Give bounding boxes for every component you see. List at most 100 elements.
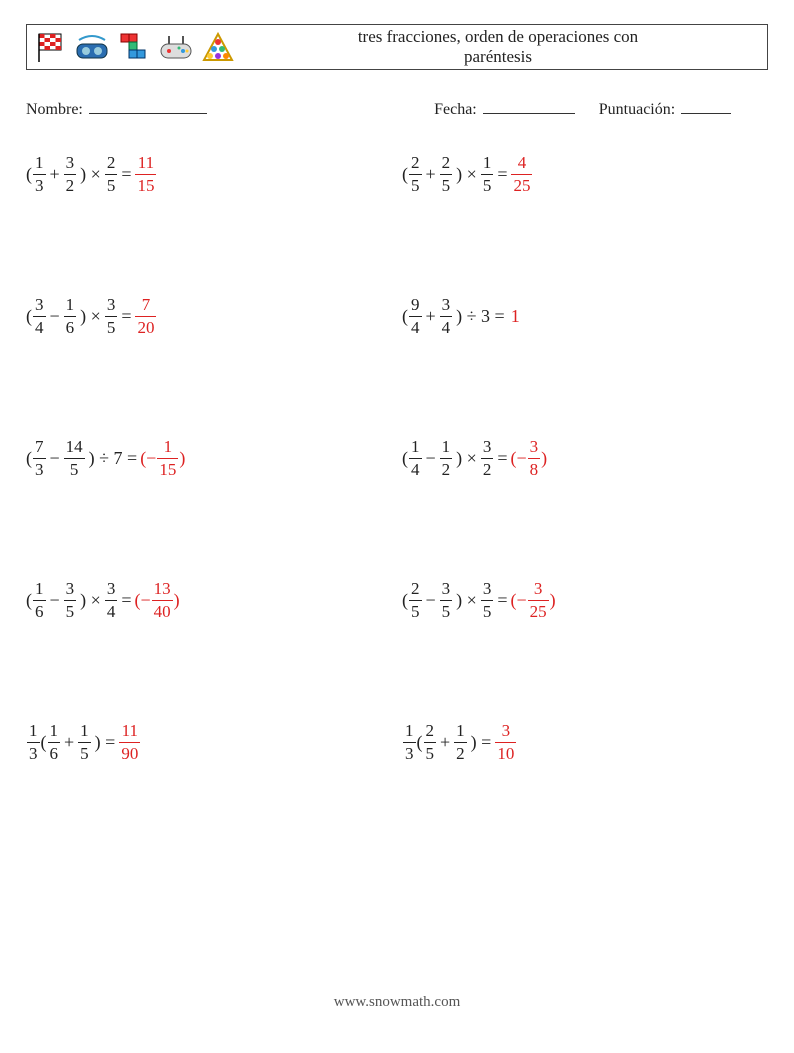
expression-text: (: [402, 591, 408, 609]
expression-text: ) ×: [80, 591, 101, 609]
numerator: 1: [409, 437, 422, 457]
expression-text: (: [26, 165, 32, 183]
denominator: 8: [528, 460, 541, 480]
fraction: 1115: [135, 153, 156, 195]
worksheet-title: tres fracciones, orden de operaciones co…: [235, 27, 761, 67]
denominator: 10: [495, 744, 516, 764]
date-field: Fecha:: [434, 98, 575, 119]
denominator: 5: [440, 176, 453, 196]
expression-text: −: [50, 591, 60, 609]
denominator: 2: [440, 460, 453, 480]
denominator: 3: [403, 744, 416, 764]
denominator: 5: [424, 744, 437, 764]
expression-text: (: [26, 449, 32, 467]
numerator: 9: [409, 295, 422, 315]
expression-text: (: [417, 733, 423, 751]
expression-text: (−: [510, 449, 526, 467]
fraction: 25: [440, 153, 453, 195]
numerator: 7: [140, 295, 153, 315]
date-blank[interactable]: [483, 98, 575, 114]
fraction: 25: [424, 721, 437, 763]
name-blank[interactable]: [89, 98, 207, 114]
expression-text: (: [26, 307, 32, 325]
problem: (25−35) ×35=(−325): [402, 579, 768, 621]
numerator: 3: [481, 437, 494, 457]
problem: (13+32) ×25=1115: [26, 153, 392, 195]
fraction: 325: [528, 579, 549, 621]
denominator: 3: [33, 460, 46, 480]
meta-row: Nombre: Fecha: Puntuación:: [26, 98, 768, 119]
numerator: 7: [33, 437, 46, 457]
score-label: Puntuación:: [599, 101, 675, 118]
fraction: 425: [511, 153, 532, 195]
denominator: 5: [481, 176, 494, 196]
expression-text: ) =: [471, 733, 492, 751]
denominator: 6: [48, 744, 61, 764]
expression-text: (−: [134, 591, 150, 609]
expression-text: ) ÷ 7 =: [89, 449, 138, 467]
numerator: 3: [64, 153, 77, 173]
numerator: 1: [162, 437, 175, 457]
numerator: 2: [105, 153, 118, 173]
denominator: 3: [33, 176, 46, 196]
denominator: 5: [78, 744, 91, 764]
fraction: 32: [481, 437, 494, 479]
numerator: 3: [532, 579, 545, 599]
denominator: 5: [105, 318, 118, 338]
expression-text: (: [402, 307, 408, 325]
numerator: 13: [152, 579, 173, 599]
fraction: 720: [135, 295, 156, 337]
fraction: 34: [440, 295, 453, 337]
denominator: 6: [33, 602, 46, 622]
fraction: 35: [440, 579, 453, 621]
billiards-icon: [201, 30, 235, 64]
score-blank[interactable]: [681, 98, 731, 114]
denominator: 4: [105, 602, 118, 622]
denominator: 20: [135, 318, 156, 338]
fraction: 94: [409, 295, 422, 337]
numerator: 3: [64, 579, 77, 599]
expression-text: −: [426, 449, 436, 467]
expression-text: (−: [510, 591, 526, 609]
fraction: 32: [64, 153, 77, 195]
numerator: 1: [454, 721, 467, 741]
numerator: 1: [27, 721, 40, 741]
expression-text: =: [497, 591, 507, 609]
numerator: 1: [33, 153, 46, 173]
expression-text: ) ×: [80, 165, 101, 183]
name-label: Nombre:: [26, 101, 83, 118]
numerator: 3: [528, 437, 541, 457]
fraction: 14: [409, 437, 422, 479]
denominator: 5: [409, 176, 422, 196]
numerator: 11: [136, 153, 156, 173]
expression-text: −: [426, 591, 436, 609]
gamepad-icon: [157, 30, 195, 64]
title-line-1: tres fracciones, orden de operaciones co…: [358, 27, 638, 46]
expression-text: =: [121, 165, 131, 183]
numerator: 11: [120, 721, 140, 741]
tetris-icon: [117, 30, 151, 64]
expression-text: =: [497, 165, 507, 183]
expression-text: (: [402, 165, 408, 183]
fraction: 1190: [119, 721, 140, 763]
vr-headset-icon: [73, 30, 111, 64]
denominator: 4: [409, 460, 422, 480]
expression-text: ): [550, 591, 556, 609]
expression-text: ) ×: [456, 591, 477, 609]
fraction: 310: [495, 721, 516, 763]
header-icons: [33, 30, 235, 64]
denominator: 2: [64, 176, 77, 196]
problem: 13(25+12) =310: [402, 721, 768, 763]
numerator: 3: [33, 295, 46, 315]
denominator: 15: [135, 176, 156, 196]
fraction: 35: [64, 579, 77, 621]
expression-text: +: [426, 307, 436, 325]
header-bar: tres fracciones, orden de operaciones co…: [26, 24, 768, 70]
worksheet-page: tres fracciones, orden de operaciones co…: [0, 0, 794, 1053]
denominator: 2: [454, 744, 467, 764]
expression-text: +: [426, 165, 436, 183]
numerator: 3: [440, 579, 453, 599]
problem: (94+34) ÷ 3 =1: [402, 295, 768, 337]
denominator: 2: [481, 460, 494, 480]
denominator: 25: [511, 176, 532, 196]
